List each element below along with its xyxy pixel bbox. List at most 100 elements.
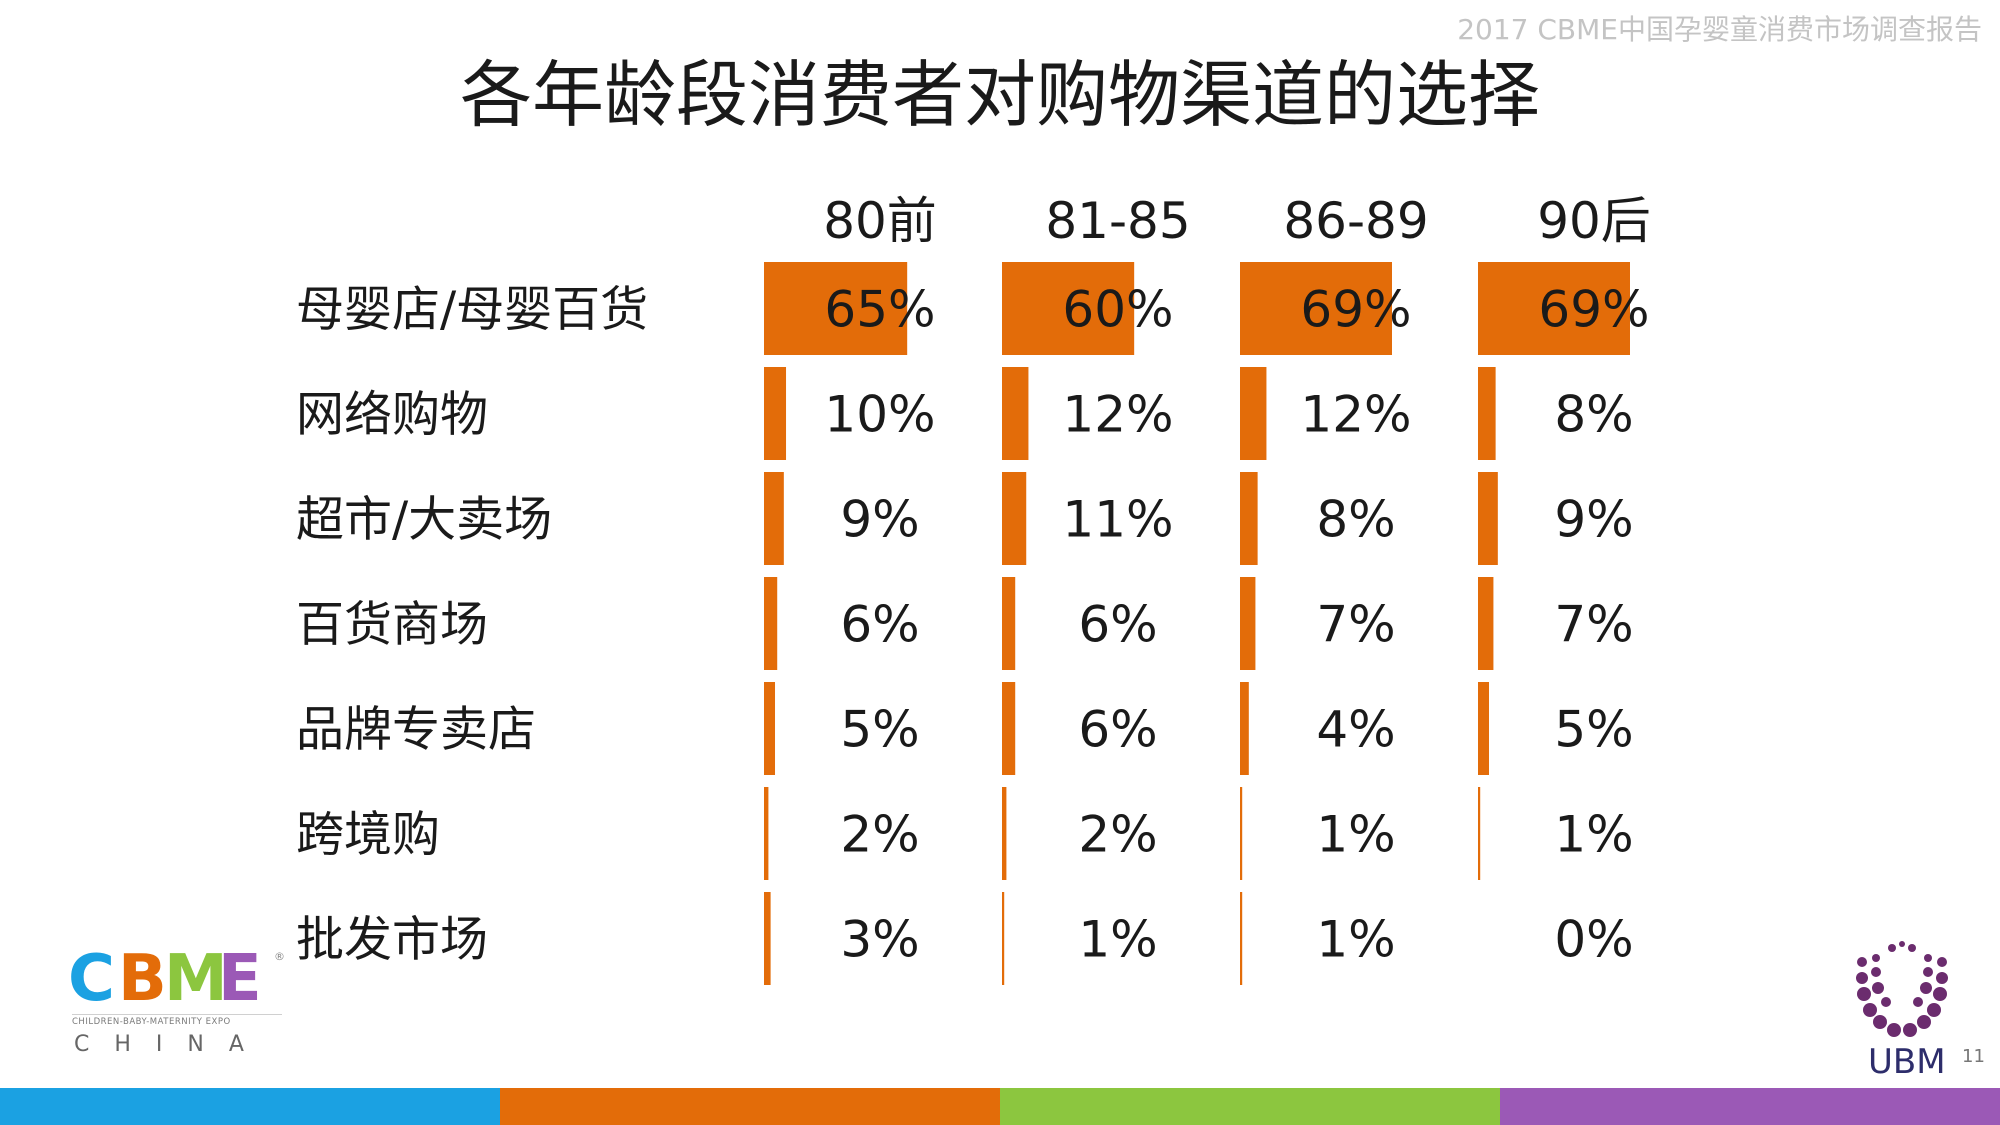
ubm-dot bbox=[1881, 997, 1891, 1007]
data-bar bbox=[1240, 682, 1249, 775]
cbme-letter: B bbox=[118, 942, 167, 1016]
color-band-segment bbox=[0, 1088, 500, 1125]
row-label: 品牌专卖店 bbox=[296, 702, 536, 758]
data-bar bbox=[1240, 892, 1243, 985]
data-bar bbox=[1002, 787, 1007, 880]
data-label: 60% bbox=[1062, 281, 1173, 339]
report-header: 2017 CBME中国孕婴童消费市场调查报告 bbox=[1457, 13, 1982, 46]
cbme-letter: C bbox=[68, 942, 115, 1016]
data-label: 6% bbox=[840, 596, 919, 654]
data-label: 1% bbox=[1078, 911, 1157, 969]
data-bar bbox=[1240, 577, 1256, 670]
ubm-dot bbox=[1857, 987, 1871, 1001]
data-bar bbox=[764, 262, 908, 355]
data-label: 9% bbox=[1554, 491, 1633, 549]
registered-mark: ® bbox=[274, 950, 285, 963]
data-label: 4% bbox=[1316, 701, 1395, 759]
bottom-color-band bbox=[0, 1088, 2000, 1125]
ubm-dot bbox=[1903, 1023, 1917, 1037]
data-label: 5% bbox=[1554, 701, 1633, 759]
ubm-dot bbox=[1887, 1023, 1901, 1037]
data-label: 69% bbox=[1538, 281, 1649, 339]
data-bar bbox=[1002, 892, 1005, 985]
data-bar bbox=[764, 787, 769, 880]
data-bar bbox=[764, 472, 784, 565]
ubm-dot bbox=[1927, 1003, 1941, 1017]
column-header: 90后 bbox=[1537, 192, 1651, 250]
data-bar bbox=[1478, 367, 1496, 460]
data-bar bbox=[1002, 682, 1016, 775]
ubm-logo: UBM bbox=[1852, 940, 1962, 1085]
ubm-dot bbox=[1908, 944, 1916, 952]
data-label: 0% bbox=[1554, 911, 1633, 969]
data-bar bbox=[1002, 367, 1029, 460]
column-header: 81-85 bbox=[1045, 192, 1190, 250]
data-bar bbox=[1002, 472, 1027, 565]
data-bar bbox=[764, 682, 776, 775]
data-bar bbox=[1240, 367, 1267, 460]
ubm-dot bbox=[1933, 987, 1947, 1001]
color-band-segment bbox=[1500, 1088, 2000, 1125]
data-label: 12% bbox=[1300, 386, 1411, 444]
color-band-segment bbox=[500, 1088, 1000, 1125]
data-bar bbox=[764, 367, 787, 460]
data-bar bbox=[1478, 682, 1490, 775]
cbme-letter: M bbox=[164, 942, 228, 1016]
row-label: 母婴店/母婴百货 bbox=[296, 282, 648, 338]
data-bar bbox=[1478, 472, 1498, 565]
ubm-dot bbox=[1899, 941, 1905, 947]
data-label: 11% bbox=[1062, 491, 1173, 549]
data-label: 1% bbox=[1554, 806, 1633, 864]
data-label: 5% bbox=[840, 701, 919, 759]
row-label: 百货商场 bbox=[296, 597, 488, 653]
data-bar bbox=[1478, 787, 1481, 880]
column-header: 80前 bbox=[823, 192, 937, 250]
data-label: 9% bbox=[840, 491, 919, 549]
data-label: 2% bbox=[1078, 806, 1157, 864]
row-label: 超市/大卖场 bbox=[296, 492, 552, 548]
cbme-tagline: CHILDREN-BABY-MATERNITY EXPO bbox=[72, 1014, 282, 1027]
data-label: 3% bbox=[840, 911, 919, 969]
data-label: 69% bbox=[1300, 281, 1411, 339]
row-label: 批发市场 bbox=[296, 912, 488, 968]
ubm-dot bbox=[1920, 982, 1932, 994]
column-header: 86-89 bbox=[1283, 192, 1428, 250]
ubm-dot bbox=[1917, 1015, 1931, 1029]
data-bar bbox=[1478, 577, 1494, 670]
data-label: 6% bbox=[1078, 596, 1157, 654]
data-label: 6% bbox=[1078, 701, 1157, 759]
data-bar bbox=[1002, 262, 1135, 355]
ubm-dot bbox=[1873, 1015, 1887, 1029]
data-bar bbox=[764, 577, 778, 670]
row-label: 网络购物 bbox=[296, 387, 488, 443]
cbme-country: CHINA bbox=[74, 1032, 269, 1057]
ubm-dot bbox=[1888, 944, 1896, 952]
ubm-dot bbox=[1937, 957, 1947, 967]
cbme-letter: E bbox=[218, 942, 262, 1016]
data-bar bbox=[1002, 577, 1016, 670]
ubm-dot bbox=[1924, 954, 1932, 962]
data-label: 1% bbox=[1316, 911, 1395, 969]
color-band-segment bbox=[1000, 1088, 1500, 1125]
ubm-dot bbox=[1871, 967, 1881, 977]
data-label: 12% bbox=[1062, 386, 1173, 444]
data-bar bbox=[1240, 472, 1258, 565]
ubm-dot bbox=[1857, 957, 1867, 967]
data-label: 8% bbox=[1554, 386, 1633, 444]
slide-title: 各年龄段消费者对购物渠道的选择 bbox=[459, 53, 1540, 137]
ubm-dot bbox=[1936, 972, 1948, 984]
data-label: 2% bbox=[840, 806, 919, 864]
data-label: 7% bbox=[1316, 596, 1395, 654]
ubm-dot bbox=[1856, 972, 1868, 984]
ubm-dots-icon bbox=[1856, 941, 1948, 1037]
ubm-dot bbox=[1872, 954, 1880, 962]
data-label: 8% bbox=[1316, 491, 1395, 549]
ubm-wordmark: UBM bbox=[1868, 1042, 1946, 1082]
data-label: 65% bbox=[824, 281, 935, 339]
ubm-dot bbox=[1863, 1003, 1877, 1017]
data-bar bbox=[764, 892, 771, 985]
page-number: 11 bbox=[1962, 1046, 1985, 1067]
